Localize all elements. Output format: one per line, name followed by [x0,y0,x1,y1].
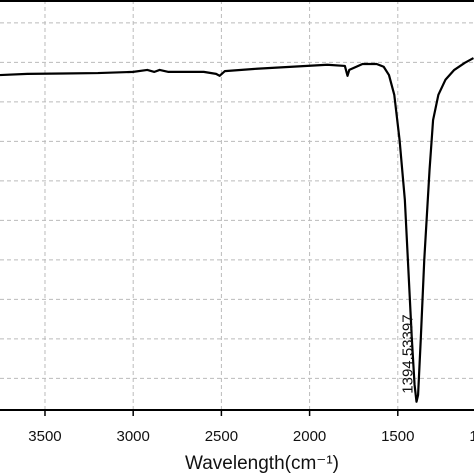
spectrum-line [0,57,474,403]
x-axis-label: Wavelength(cm⁻¹) [185,453,339,474]
x-tick-label: 3000 [116,428,149,445]
x-tick-label: 1000 [469,428,474,445]
x-tick-label: 2500 [205,428,238,445]
x-tick-label: 2000 [293,428,326,445]
annotation: 1394.53397 [399,314,416,393]
x-tick-label: 3500 [28,428,61,445]
x-tick-label: 1500 [381,428,414,445]
